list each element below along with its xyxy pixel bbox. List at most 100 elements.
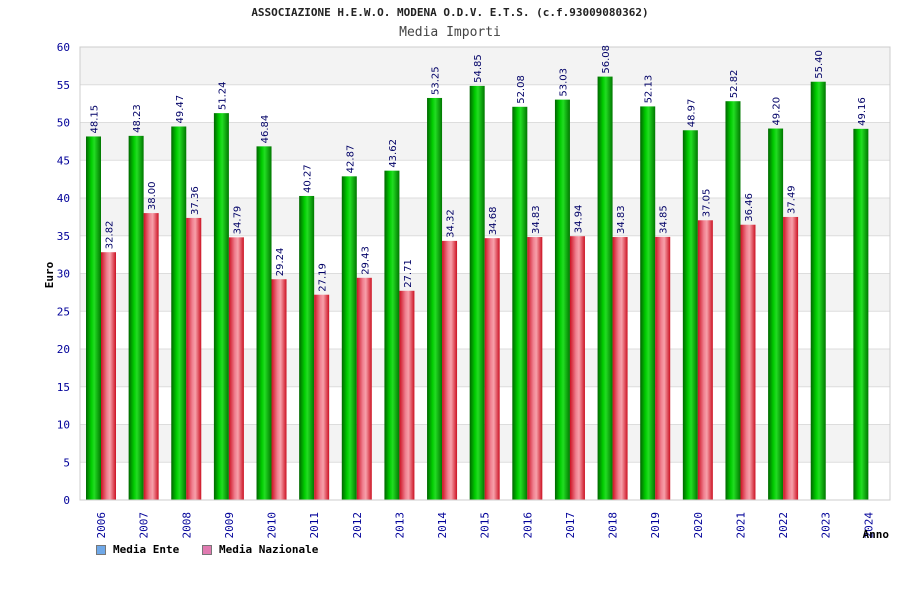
bar-value-label: 48.15 xyxy=(90,105,101,134)
bar-media-nazionale xyxy=(612,237,628,500)
bar-value-label: 27.71 xyxy=(403,259,414,288)
plot-band xyxy=(80,47,890,85)
bar-value-label: 52.13 xyxy=(644,75,655,104)
legend-item-media-nazionale: Media Nazionale xyxy=(202,543,318,556)
y-tick-label: 15 xyxy=(57,381,70,394)
y-tick-label: 60 xyxy=(57,41,70,54)
x-tick-label: 2008 xyxy=(180,512,193,539)
y-tick-label: 25 xyxy=(57,305,70,318)
legend-label-ente: Media Ente xyxy=(113,543,180,556)
y-axis-title: Euro xyxy=(43,261,56,288)
bar-value-label: 37.05 xyxy=(701,189,712,218)
y-tick-label: 0 xyxy=(63,494,70,507)
chart-title: ASSOCIAZIONE H.E.W.O. MODENA O.D.V. E.T.… xyxy=(251,6,649,19)
legend-swatch-ente xyxy=(96,544,106,555)
x-tick-label: 2012 xyxy=(351,512,364,539)
bar-media-nazionale xyxy=(356,277,372,500)
bar-value-label: 54.85 xyxy=(473,54,484,83)
bar-media-ente xyxy=(171,126,187,501)
bar-media-nazionale xyxy=(442,240,458,500)
x-tick-label: 2024 xyxy=(862,512,875,539)
bar-value-label: 34.79 xyxy=(232,206,243,235)
bar-media-nazionale xyxy=(783,216,799,500)
bar-media-ente xyxy=(384,170,400,500)
x-tick-label: 2015 xyxy=(479,512,492,539)
bar-media-ente xyxy=(810,81,826,500)
x-tick-label: 2010 xyxy=(266,512,279,539)
bar-value-label: 34.83 xyxy=(616,205,627,234)
bar-value-label: 40.27 xyxy=(303,164,314,193)
bar-media-ente xyxy=(640,106,656,500)
plot-band xyxy=(80,84,890,123)
bar-media-nazionale xyxy=(228,237,244,500)
bar-media-ente xyxy=(213,113,229,500)
bar-media-nazionale xyxy=(527,237,543,500)
bar-media-nazionale xyxy=(484,238,500,500)
bar-value-label: 53.25 xyxy=(431,66,442,95)
bar-value-label: 46.84 xyxy=(260,115,271,144)
bar-value-label: 27.19 xyxy=(318,263,329,292)
bar-value-label: 34.85 xyxy=(659,205,670,234)
x-tick-label: 2011 xyxy=(308,512,321,539)
bar-value-label: 55.40 xyxy=(814,50,825,79)
x-tick-label: 2009 xyxy=(223,512,236,539)
bar-media-ente xyxy=(768,128,784,501)
y-tick-label: 30 xyxy=(57,268,70,281)
bar-value-label: 29.24 xyxy=(275,248,286,277)
bar-value-label: 43.62 xyxy=(388,139,399,168)
bar-value-label: 29.43 xyxy=(360,246,371,275)
bar-value-label: 37.36 xyxy=(190,186,201,215)
x-tick-label: 2006 xyxy=(95,512,108,539)
bar-value-label: 37.49 xyxy=(787,185,798,214)
bar-media-ente xyxy=(597,76,613,500)
x-tick-label: 2023 xyxy=(820,512,833,539)
legend-swatch-nazionale xyxy=(202,544,212,555)
bar-value-label: 32.82 xyxy=(105,221,116,250)
y-tick-label: 35 xyxy=(57,230,70,243)
y-tick-label: 10 xyxy=(57,419,70,432)
bar-media-ente xyxy=(341,176,357,501)
bar-value-label: 51.24 xyxy=(217,81,228,110)
bar-media-ente xyxy=(427,97,443,501)
bar-media-nazionale xyxy=(740,224,756,501)
y-tick-label: 45 xyxy=(57,154,70,167)
bar-media-nazionale xyxy=(101,252,116,500)
x-tick-label: 2014 xyxy=(436,512,449,539)
bar-value-label: 56.08 xyxy=(601,45,612,74)
x-tick-label: 2019 xyxy=(649,512,662,539)
x-tick-label: 2017 xyxy=(564,512,577,539)
bar-media-ente xyxy=(725,101,741,501)
legend-item-media-ente: Media Ente xyxy=(96,543,179,556)
bar-media-ente xyxy=(469,85,485,500)
x-tick-label: 2022 xyxy=(777,512,790,539)
bar-value-label: 48.23 xyxy=(132,104,143,133)
bar-media-nazionale xyxy=(143,213,159,500)
bar-media-ente xyxy=(128,135,144,500)
bar-media-nazionale xyxy=(569,236,585,500)
bar-value-label: 49.47 xyxy=(175,95,186,124)
x-tick-label: 2016 xyxy=(521,512,534,539)
bar-value-label: 38.00 xyxy=(147,181,158,210)
y-tick-label: 5 xyxy=(63,456,70,469)
bar-value-label: 36.46 xyxy=(744,193,755,222)
legend-label-nazionale: Media Nazionale xyxy=(219,543,319,556)
bar-media-nazionale xyxy=(271,279,287,500)
bar-media-ente xyxy=(512,106,528,501)
bar-value-label: 34.94 xyxy=(573,205,584,234)
plot-border xyxy=(79,46,891,501)
y-tick-label: 50 xyxy=(57,117,70,130)
bar-value-label: 49.20 xyxy=(772,97,783,126)
y-tick-label: 20 xyxy=(57,343,70,356)
x-tick-label: 2007 xyxy=(138,512,151,539)
bar-value-label: 42.87 xyxy=(345,145,356,174)
x-tick-label: 2021 xyxy=(734,512,747,539)
x-axis-title: Anno xyxy=(863,528,890,541)
x-tick-label: 2013 xyxy=(393,512,406,539)
chart-subtitle: Media Importi xyxy=(399,25,501,40)
x-tick-label: 2020 xyxy=(692,512,705,539)
bar-value-label: 34.83 xyxy=(531,205,542,234)
bar-media-ente xyxy=(256,146,272,500)
bar-value-label: 34.68 xyxy=(488,207,499,236)
bar-value-label: 52.08 xyxy=(516,75,527,104)
